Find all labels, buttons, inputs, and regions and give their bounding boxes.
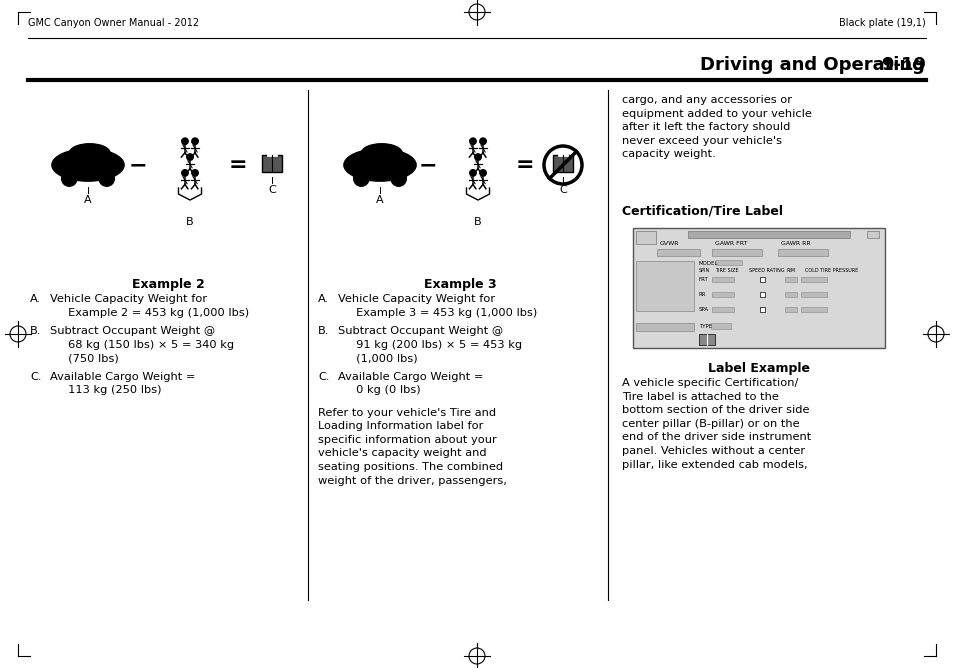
FancyBboxPatch shape <box>801 292 826 297</box>
Circle shape <box>469 138 476 144</box>
Circle shape <box>469 170 476 176</box>
Ellipse shape <box>361 144 401 162</box>
Text: B.: B. <box>317 326 329 336</box>
Text: Driving and Operating: Driving and Operating <box>700 56 923 74</box>
Text: Available Cargo Weight =
     0 kg (0 lbs): Available Cargo Weight = 0 kg (0 lbs) <box>337 371 483 395</box>
FancyBboxPatch shape <box>633 228 884 348</box>
Text: Refer to your vehicle's Tire and
Loading Information label for
specific informat: Refer to your vehicle's Tire and Loading… <box>317 407 506 486</box>
FancyBboxPatch shape <box>636 323 693 331</box>
Text: −: − <box>418 155 436 175</box>
Ellipse shape <box>343 149 416 181</box>
Circle shape <box>181 170 188 176</box>
Text: cargo, and any accessories or
equipment added to your vehicle
after it left the : cargo, and any accessories or equipment … <box>621 95 811 160</box>
Circle shape <box>391 171 406 186</box>
FancyBboxPatch shape <box>760 307 764 312</box>
Text: =: = <box>229 155 247 175</box>
Text: Available Cargo Weight =
     113 kg (250 lbs): Available Cargo Weight = 113 kg (250 lbs… <box>50 371 195 395</box>
Text: Vehicle Capacity Weight for
     Example 2 = 453 kg (1,000 lbs): Vehicle Capacity Weight for Example 2 = … <box>50 294 249 317</box>
Text: C.: C. <box>317 371 329 381</box>
FancyBboxPatch shape <box>711 292 733 297</box>
Ellipse shape <box>70 144 110 162</box>
Circle shape <box>62 171 77 186</box>
Text: GAWR FRT: GAWR FRT <box>714 241 746 246</box>
FancyBboxPatch shape <box>760 292 764 297</box>
Text: Subtract Occupant Weight @
     68 kg (150 lbs) × 5 = 340 kg
     (750 lbs): Subtract Occupant Weight @ 68 kg (150 lb… <box>50 326 233 363</box>
Text: FRT: FRT <box>699 277 708 282</box>
Text: Black plate (19,1): Black plate (19,1) <box>839 18 925 28</box>
Text: A.: A. <box>317 294 329 304</box>
FancyBboxPatch shape <box>784 307 796 312</box>
Circle shape <box>354 171 369 186</box>
Circle shape <box>187 154 193 160</box>
Ellipse shape <box>51 149 124 181</box>
Text: Subtract Occupant Weight @
     91 kg (200 lbs) × 5 = 453 kg
     (1,000 lbs): Subtract Occupant Weight @ 91 kg (200 lb… <box>337 326 521 363</box>
FancyBboxPatch shape <box>778 249 827 256</box>
Text: Certification/Tire Label: Certification/Tire Label <box>621 205 782 218</box>
FancyBboxPatch shape <box>552 154 573 172</box>
Text: GAWR RR: GAWR RR <box>781 241 810 246</box>
Text: COLD TIRE PRESSURE: COLD TIRE PRESSURE <box>804 268 858 273</box>
FancyBboxPatch shape <box>261 154 282 172</box>
FancyBboxPatch shape <box>699 334 714 345</box>
Text: Example 2: Example 2 <box>132 278 204 291</box>
Text: Label Example: Label Example <box>707 362 809 375</box>
Text: C.: C. <box>30 371 42 381</box>
Text: RIM: RIM <box>786 268 796 273</box>
FancyBboxPatch shape <box>866 231 878 238</box>
FancyBboxPatch shape <box>711 249 761 256</box>
Text: C: C <box>268 185 275 195</box>
Circle shape <box>479 138 486 144</box>
Text: RR: RR <box>699 292 706 297</box>
Text: −: − <box>129 155 147 175</box>
Text: GVWR: GVWR <box>659 241 679 246</box>
FancyBboxPatch shape <box>636 261 693 311</box>
FancyBboxPatch shape <box>716 260 741 265</box>
Circle shape <box>192 170 198 176</box>
FancyBboxPatch shape <box>710 323 730 329</box>
Circle shape <box>192 138 198 144</box>
Text: B.: B. <box>30 326 41 336</box>
Circle shape <box>99 171 114 186</box>
Text: C: C <box>558 185 566 195</box>
FancyBboxPatch shape <box>687 231 849 238</box>
Circle shape <box>475 154 480 160</box>
Text: Vehicle Capacity Weight for
     Example 3 = 453 kg (1,000 lbs): Vehicle Capacity Weight for Example 3 = … <box>337 294 537 317</box>
Circle shape <box>181 138 188 144</box>
Text: Example 3: Example 3 <box>423 278 496 291</box>
FancyBboxPatch shape <box>801 277 826 282</box>
Circle shape <box>479 170 486 176</box>
Text: SPEED RATING: SPEED RATING <box>748 268 783 273</box>
FancyBboxPatch shape <box>784 277 796 282</box>
FancyBboxPatch shape <box>801 307 826 312</box>
Text: B: B <box>474 217 481 227</box>
Text: A: A <box>375 195 383 205</box>
Text: TIRE SIZE: TIRE SIZE <box>714 268 738 273</box>
Text: B: B <box>186 217 193 227</box>
FancyBboxPatch shape <box>711 307 733 312</box>
Text: A: A <box>84 195 91 205</box>
Text: 9-19: 9-19 <box>880 56 925 74</box>
Text: SPIN: SPIN <box>699 268 709 273</box>
FancyBboxPatch shape <box>784 292 796 297</box>
FancyBboxPatch shape <box>760 277 764 282</box>
FancyBboxPatch shape <box>711 277 733 282</box>
Text: A.: A. <box>30 294 41 304</box>
Text: MODEL: MODEL <box>699 261 718 266</box>
Text: GMC Canyon Owner Manual - 2012: GMC Canyon Owner Manual - 2012 <box>28 18 199 28</box>
FancyBboxPatch shape <box>636 231 656 244</box>
Text: SPA: SPA <box>699 307 708 312</box>
FancyBboxPatch shape <box>657 249 700 256</box>
Text: =: = <box>516 155 534 175</box>
Text: TYPE: TYPE <box>699 324 711 329</box>
Text: A vehicle specific Certification/
Tire label is attached to the
bottom section o: A vehicle specific Certification/ Tire l… <box>621 378 810 470</box>
